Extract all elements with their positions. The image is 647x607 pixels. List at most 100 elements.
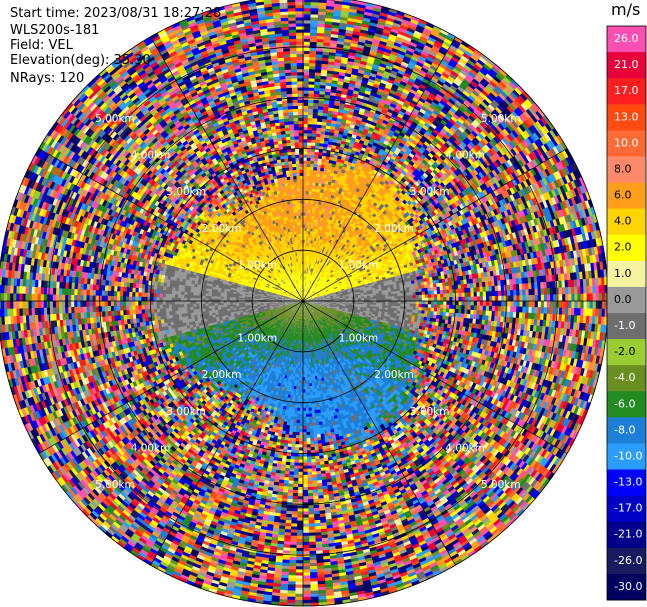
velocity-gate xyxy=(303,239,305,244)
velocity-gate xyxy=(307,218,310,222)
velocity-gate xyxy=(303,117,309,122)
velocity-gate xyxy=(310,200,314,204)
velocity-gate xyxy=(303,41,311,45)
velocity-gate xyxy=(307,236,310,241)
velocity-gate xyxy=(303,270,305,274)
velocity-gate xyxy=(317,23,326,28)
velocity-gate xyxy=(311,126,318,131)
velocity-gate xyxy=(306,154,312,158)
velocity-gate xyxy=(309,218,312,223)
velocity-gate xyxy=(303,178,307,183)
velocity-gate xyxy=(307,132,313,137)
velocity-gate xyxy=(303,157,308,161)
velocity-gate xyxy=(310,160,315,165)
velocity-gate xyxy=(304,245,307,250)
velocity-gate xyxy=(303,166,308,170)
velocity-gate xyxy=(303,87,310,91)
velocity-gate xyxy=(309,209,313,214)
velocity-gate xyxy=(303,169,307,173)
velocity-gate xyxy=(318,8,328,13)
velocity-gate xyxy=(309,59,317,64)
velocity-gate xyxy=(304,239,307,244)
velocity-gate xyxy=(303,264,306,268)
velocity-gate xyxy=(304,224,308,228)
velocity-gate xyxy=(303,145,308,149)
velocity-gate xyxy=(308,74,316,79)
velocity-gate xyxy=(312,111,319,116)
velocity-gate xyxy=(310,20,319,24)
velocity-gate xyxy=(303,224,306,228)
velocity-gate xyxy=(317,20,327,25)
velocity-gate xyxy=(303,151,308,155)
velocity-gate xyxy=(303,285,305,289)
velocity-gate xyxy=(303,285,304,289)
velocity-gate xyxy=(303,236,305,241)
velocity-gate xyxy=(303,44,311,48)
velocity-gate xyxy=(304,233,307,238)
velocity-gate xyxy=(309,56,317,61)
velocity-gate xyxy=(307,117,314,122)
velocity-gate xyxy=(316,41,325,46)
velocity-gate xyxy=(311,188,316,192)
velocity-gate xyxy=(309,38,318,43)
velocity-gate xyxy=(311,191,315,195)
velocity-gate xyxy=(317,29,326,34)
velocity-gate xyxy=(310,29,319,34)
velocity-gate xyxy=(303,129,309,134)
velocity-gate xyxy=(305,184,310,189)
velocity-gate xyxy=(307,142,312,146)
velocity-gate xyxy=(303,59,311,64)
velocity-gate xyxy=(305,187,310,192)
velocity-gate xyxy=(314,78,322,83)
velocity-gate xyxy=(307,111,314,116)
velocity-gate xyxy=(304,276,306,280)
velocity-gate xyxy=(317,14,327,19)
velocity-gate xyxy=(303,282,305,286)
velocity-gate xyxy=(311,194,315,198)
velocity-gate xyxy=(309,175,314,180)
velocity-gate xyxy=(303,10,312,15)
velocity-gate xyxy=(308,99,315,104)
velocity-gate xyxy=(308,187,313,192)
velocity-gate xyxy=(308,81,316,85)
velocity-gate xyxy=(303,123,309,128)
velocity-gate xyxy=(304,279,306,283)
velocity-gate xyxy=(304,236,307,241)
velocity-gate xyxy=(306,163,311,168)
velocity-gate xyxy=(309,50,318,55)
velocity-gate xyxy=(304,282,306,286)
velocity-gate xyxy=(305,242,308,247)
velocity-gate xyxy=(303,279,305,283)
velocity-gate xyxy=(306,224,310,229)
velocity-gate xyxy=(303,199,307,204)
velocity-gate xyxy=(303,99,310,103)
velocity-gate xyxy=(303,184,307,189)
velocity-gate xyxy=(303,4,312,9)
velocity-gate xyxy=(307,135,313,140)
velocity-gate xyxy=(303,38,311,42)
velocity-gate xyxy=(316,38,325,43)
velocity-gate xyxy=(303,105,309,109)
velocity-gate xyxy=(303,190,307,195)
velocity-gate xyxy=(313,102,320,107)
velocity-gate xyxy=(304,242,307,247)
velocity-gate xyxy=(311,130,318,134)
velocity-gate xyxy=(303,68,311,73)
velocity-gate xyxy=(308,194,312,198)
velocity-gate xyxy=(303,260,306,265)
velocity-gate xyxy=(303,163,308,167)
velocity-gate xyxy=(303,53,311,58)
velocity-gate xyxy=(306,221,310,226)
velocity-gate xyxy=(308,90,315,94)
velocity-gate xyxy=(310,163,315,168)
velocity-gate xyxy=(318,5,328,10)
velocity-gate xyxy=(303,172,307,177)
velocity-gate xyxy=(308,68,317,73)
velocity-gate xyxy=(303,288,305,292)
velocity-gate xyxy=(307,139,313,143)
velocity-gate xyxy=(303,291,305,295)
velocity-gate xyxy=(318,0,328,4)
velocity-gate xyxy=(312,117,319,122)
velocity-gate xyxy=(315,66,323,70)
